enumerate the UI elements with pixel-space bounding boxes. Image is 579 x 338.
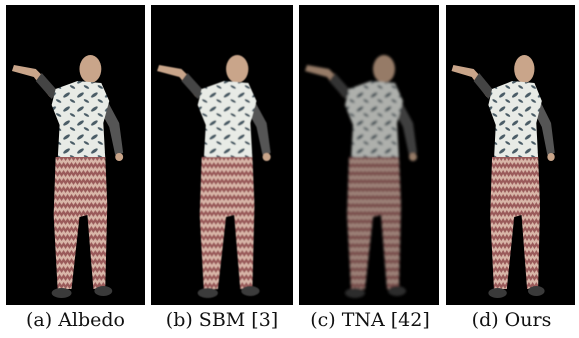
left-shoe (488, 288, 507, 298)
shirt (488, 81, 542, 161)
pants (347, 157, 401, 289)
raised-arm (157, 65, 200, 97)
panel-ours (446, 5, 575, 305)
raised-arm (305, 65, 347, 97)
human-render-ours (451, 55, 555, 298)
pants (199, 157, 255, 289)
left-shoe (345, 288, 365, 298)
caption-tna: (c) TNA [42] (310, 309, 430, 331)
pants (53, 157, 108, 289)
raised-arm (451, 65, 491, 97)
panel-sbm (151, 5, 293, 305)
left-shoe (197, 288, 218, 298)
human-figure (11, 55, 124, 298)
human-render-albedo (11, 55, 124, 298)
human-figure (451, 55, 555, 298)
panel-tna (299, 5, 439, 305)
human-figure (157, 55, 271, 298)
caption-albedo: (a) Albedo (26, 309, 125, 331)
raised-arm (11, 65, 54, 97)
human-render-tna (305, 55, 417, 298)
shirt (345, 81, 403, 161)
head (514, 55, 535, 83)
human-figure (305, 55, 417, 298)
head (226, 55, 249, 83)
human-render-sbm (157, 55, 271, 298)
head (79, 55, 102, 83)
left-shoe (51, 288, 72, 298)
caption-sbm: (b) SBM [3] (165, 309, 279, 331)
right-shoe (241, 286, 260, 296)
panel-albedo (6, 5, 145, 305)
right-shoe (528, 286, 545, 296)
head (373, 55, 395, 83)
right-shoe (94, 286, 113, 296)
right-shoe (388, 286, 406, 296)
caption-ours: (d) Ours (471, 309, 552, 331)
pants (490, 157, 540, 289)
shirt (51, 81, 110, 161)
shirt (197, 81, 257, 161)
